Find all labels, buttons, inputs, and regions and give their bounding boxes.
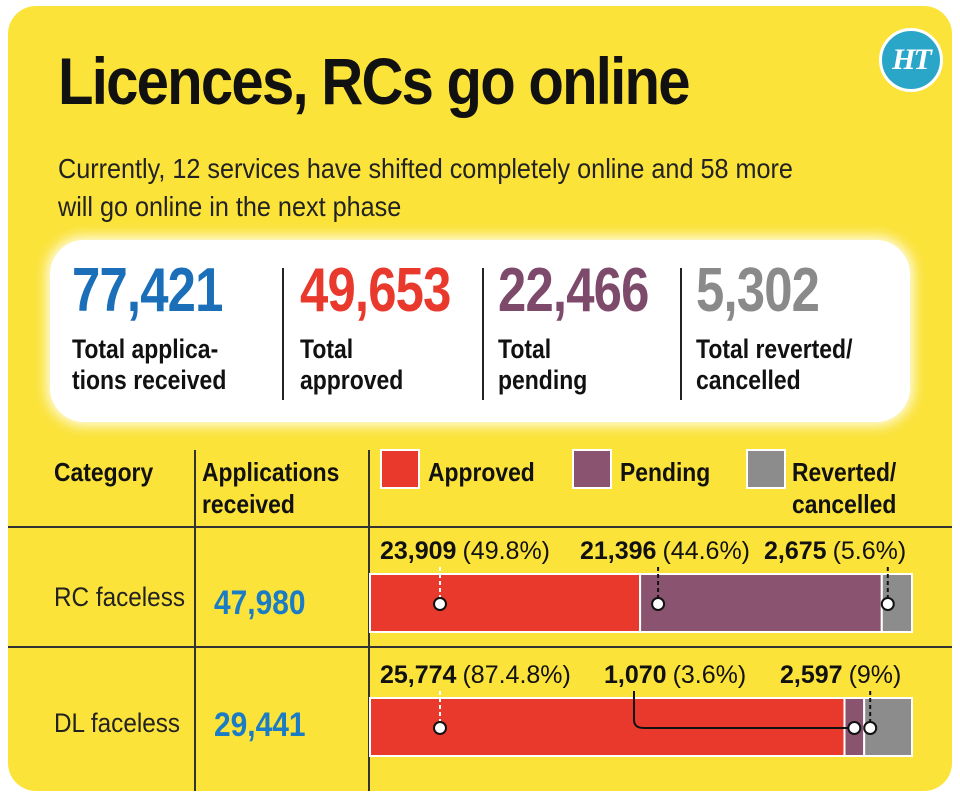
stat-value: 5,302 (696, 256, 820, 325)
data-label-rc-reverted: 2,675 (5.6%) (764, 537, 906, 565)
stat-total-approved: 49,653 Total approved (300, 260, 484, 396)
leader-marker-dl-approved (433, 721, 447, 735)
data-label-dl-pending: 1,070 (3.6%) (604, 661, 746, 689)
stat-label-line: Total (300, 334, 354, 364)
stat-label-line: Total reverted/ (696, 334, 853, 364)
stat-label-line: pending (498, 365, 588, 395)
data-label-rc-pending: 21,396 (44.6%) (580, 537, 750, 565)
leader-marker-dl-reverted (863, 721, 878, 735)
stat-label-line: tions received (72, 365, 227, 395)
legend-swatch-reverted (746, 449, 786, 489)
table-divider (8, 646, 952, 648)
page-title: Licences, RCs go online (58, 44, 691, 118)
stat-label: Total pending (498, 334, 654, 396)
data-label-rc-approved: 23,909 (49.8%) (380, 537, 550, 565)
leader-marker-rc-reverted (880, 597, 895, 611)
bar-segment-rc-pending (639, 573, 883, 633)
legend-label-line: Reverted/ (792, 457, 897, 487)
column-divider (194, 450, 196, 791)
table-divider (8, 526, 952, 528)
legend-label-line: cancelled (792, 489, 897, 519)
infographic-card: HT Licences, RCs go online Currently, 12… (8, 6, 952, 791)
legend-label-reverted: Reverted/ cancelled (792, 456, 896, 520)
data-label-dl-approved: 25,774 (87.4.8%) (380, 661, 571, 689)
column-header-line: Applications (202, 457, 340, 487)
legend-label-pending: Pending (620, 457, 711, 487)
summary-stats-panel: 77,421 Total applica- tions received 49,… (50, 240, 910, 422)
stat-label-line: approved (300, 365, 404, 395)
stat-total-pending: 22,466 Total pending (498, 260, 682, 396)
leader-marker-rc-pending (651, 597, 666, 611)
page-subtitle: Currently, 12 services have shifted comp… (58, 153, 793, 222)
stat-total-reverted: 5,302 Total reverted/ cancelled (696, 260, 880, 396)
stat-value: 49,653 (300, 256, 451, 325)
leader-marker-dl-pending (847, 721, 862, 735)
stat-total-received: 77,421 Total applica- tions received (72, 260, 256, 396)
legend-swatch-approved (380, 449, 420, 489)
leader-line-dl-pending (633, 691, 855, 729)
bar-segment-rc-approved (369, 573, 642, 633)
category-total-rc: 47,980 (214, 584, 306, 622)
ht-logo-icon: HT (879, 28, 943, 92)
stat-value: 22,466 (498, 256, 649, 325)
leader-marker-rc-approved (433, 597, 447, 611)
stacked-bar-chart: 23,909 (49.8%) 21,396 (44.6%) 2,675 (5.6%) 25,… (369, 537, 914, 757)
stat-label: Total applica- tions received (72, 334, 228, 396)
stat-label-line: cancelled (696, 365, 801, 395)
stat-label-line: Total applica- (72, 334, 219, 364)
stat-divider (680, 268, 682, 400)
category-label-dl: DL faceless (54, 708, 181, 738)
legend-label-approved: Approved (428, 457, 535, 487)
data-label-dl-reverted: 2,597 (9%) (780, 661, 901, 689)
stat-value: 77,421 (72, 256, 223, 325)
category-total-dl: 29,441 (214, 706, 306, 744)
column-header-applications: Applications received (202, 456, 339, 520)
legend-swatch-pending (572, 449, 612, 489)
column-header-line: received (202, 489, 295, 519)
stat-divider (482, 268, 484, 400)
stat-label-line: Total (498, 334, 552, 364)
stat-label: Total approved (300, 334, 456, 396)
stat-label: Total reverted/ cancelled (696, 334, 852, 396)
column-header-category: Category (54, 457, 154, 487)
category-label-rc: RC faceless (54, 582, 185, 612)
stat-divider (282, 268, 284, 400)
